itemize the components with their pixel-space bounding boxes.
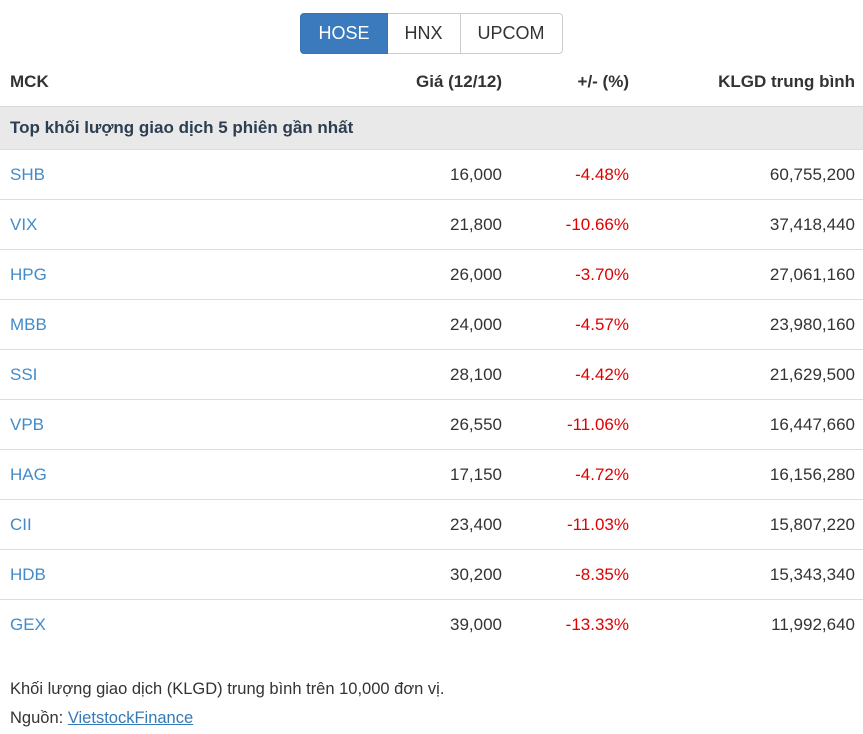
price-cell: 39,000: [450, 614, 502, 634]
ticker-link[interactable]: VPB: [10, 414, 45, 434]
column-header-change: +/- (%): [510, 58, 637, 107]
change-cell: -4.72%: [510, 449, 637, 500]
table-row: MBB 24,000 -4.57% 23,980,160: [0, 299, 863, 350]
ticker-cell: HPG: [0, 249, 300, 300]
ticker-link[interactable]: SHB: [10, 164, 45, 184]
column-header-volume: KLGD trung bình: [637, 58, 863, 107]
change-cell: -8.35%: [510, 549, 637, 600]
top-volume-table: MCK Giá (12/12) +/- (%) KLGD trung bình …: [0, 58, 863, 649]
table-row: GEX 39,000 -13.33% 11,992,640: [0, 600, 863, 650]
price-cell: 30,200: [300, 549, 510, 600]
ticker-link[interactable]: CII: [10, 514, 32, 534]
ticker-link[interactable]: SSI: [10, 364, 38, 384]
change-cell: -11.06%: [510, 399, 637, 450]
tab-hnx[interactable]: HNX: [386, 13, 461, 54]
change-cell: -4.42%: [510, 349, 637, 400]
price-cell: 24,000: [300, 299, 510, 350]
volume-cell: 23,980,160: [637, 299, 863, 350]
price-cell: 21,800: [300, 199, 510, 250]
footer: Khối lượng giao dịch (KLGD) trung bình t…: [0, 649, 863, 733]
price-cell: 26,000: [300, 249, 510, 300]
ticker-cell: CII: [0, 499, 300, 550]
price-cell: 16,000: [300, 149, 510, 200]
ticker-link[interactable]: GEX: [10, 614, 46, 634]
table-row: VIX 21,800 -10.66% 37,418,440: [0, 199, 863, 250]
volume-cell: 37,418,440: [637, 199, 863, 250]
section-title: Top khối lượng giao dịch 5 phiên gần nhấ…: [0, 106, 863, 150]
ticker-cell: GEX: [0, 600, 300, 650]
ticker-cell: MBB: [0, 299, 300, 350]
price-cell: 23,400: [300, 499, 510, 550]
price-cell: 17,150: [300, 449, 510, 500]
vietstockfinance-link[interactable]: VietstockFinance: [67, 708, 194, 727]
price-cell: 26,550: [300, 399, 510, 450]
volume-cell: 27,061,160: [637, 249, 863, 300]
ticker-cell: HDB: [0, 549, 300, 600]
volume-cell: 60,755,200: [637, 149, 863, 200]
table-row: VPB 26,550 -11.06% 16,447,660: [0, 399, 863, 450]
table-row: HPG 26,000 -3.70% 27,061,160: [0, 249, 863, 300]
column-header-mck: MCK: [0, 58, 300, 107]
volume-cell: 15,807,220: [637, 499, 863, 550]
change-cell: -3.70%: [510, 249, 637, 300]
table-row: CII 23,400 -11.03% 15,807,220: [0, 499, 863, 550]
ticker-cell: VIX: [0, 199, 300, 250]
change-cell: -11.03%: [510, 499, 637, 550]
ticker-link[interactable]: HDB: [10, 564, 46, 584]
volume-note: Khối lượng giao dịch (KLGD) trung bình t…: [10, 680, 445, 698]
ticker-link[interactable]: HAG: [10, 464, 47, 484]
volume-cell: 15,343,340: [637, 549, 863, 600]
change-cell: -4.48%: [510, 149, 637, 200]
volume-cell: 16,447,660: [637, 399, 863, 450]
ticker-link[interactable]: HPG: [10, 264, 47, 284]
ticker-link[interactable]: MBB: [10, 314, 47, 334]
table-row: SHB 16,000 -4.48% 60,755,200: [0, 149, 863, 200]
volume-cell: 21,629,500: [637, 349, 863, 400]
ticker-cell: SSI: [0, 349, 300, 400]
source-line: Nguồn: VietstockFinance: [10, 704, 853, 733]
table-row: HAG 17,150 -4.72% 16,156,280: [0, 449, 863, 500]
change-cell: -10.66%: [510, 199, 637, 250]
exchange-tabs: HOSE HNX UPCOM: [0, 0, 863, 54]
tab-upcom[interactable]: UPCOM: [459, 13, 563, 54]
source-label: Nguồn:: [10, 708, 64, 727]
ticker-cell: SHB: [0, 149, 300, 200]
table-header-row: MCK Giá (12/12) +/- (%) KLGD trung bình: [0, 58, 863, 107]
ticker-link[interactable]: VIX: [10, 214, 38, 234]
volume-cell: 11,992,640: [771, 614, 855, 634]
tab-hose[interactable]: HOSE: [300, 13, 388, 54]
table-row: HDB 30,200 -8.35% 15,343,340: [0, 549, 863, 600]
table-row: SSI 28,100 -4.42% 21,629,500: [0, 349, 863, 400]
section-header-row: Top khối lượng giao dịch 5 phiên gần nhấ…: [0, 106, 863, 150]
volume-cell: 16,156,280: [637, 449, 863, 500]
ticker-cell: VPB: [0, 399, 300, 450]
price-cell: 28,100: [300, 349, 510, 400]
column-header-price: Giá (12/12): [300, 58, 510, 107]
ticker-cell: HAG: [0, 449, 300, 500]
change-cell: -4.57%: [510, 299, 637, 350]
change-cell: -13.33%: [565, 614, 629, 634]
